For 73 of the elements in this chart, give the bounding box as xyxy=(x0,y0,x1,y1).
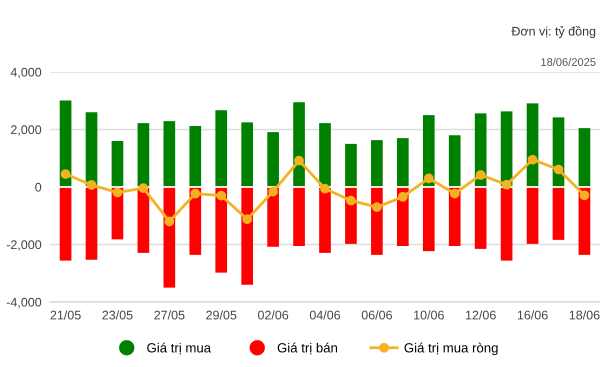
bar xyxy=(500,187,512,261)
bar xyxy=(500,111,512,187)
bar xyxy=(86,187,98,260)
bar xyxy=(319,187,331,253)
bar xyxy=(371,140,383,187)
x-tick-label: 06/06 xyxy=(362,310,392,320)
x-tick-label: 04/06 xyxy=(310,310,340,320)
point xyxy=(424,174,434,184)
y-tick-label: 4,000 xyxy=(10,68,42,78)
bar xyxy=(474,113,486,187)
bar xyxy=(215,187,228,273)
bar xyxy=(422,187,435,252)
bar xyxy=(215,110,228,187)
point xyxy=(138,183,148,194)
bar xyxy=(474,187,486,249)
legend-label: Giá trị mua xyxy=(147,342,212,354)
bar xyxy=(267,132,279,187)
chart-subtitle: Đơn vị: tỷ đồng xyxy=(511,26,596,38)
x-tick-label: 18/06 xyxy=(570,310,600,320)
bar xyxy=(60,100,72,187)
x-tick-label: 12/06 xyxy=(466,310,496,320)
x-tick-label: 02/06 xyxy=(258,310,288,320)
y-tick-label: 0 xyxy=(35,182,42,192)
x-tick-label: 29/05 xyxy=(206,310,236,320)
y-tick-label: 2,000 xyxy=(11,125,42,136)
legend-label: Giá trị bán xyxy=(278,342,338,354)
bar xyxy=(164,187,176,288)
bar xyxy=(293,187,305,246)
legend-label: Giá trị mua ròng xyxy=(404,342,498,356)
bar xyxy=(345,144,357,187)
x-tick-label: 23/05 xyxy=(102,310,133,320)
bar xyxy=(578,128,590,187)
point xyxy=(190,188,200,198)
point xyxy=(398,192,408,202)
point xyxy=(242,214,252,224)
x-tick-label: 16/06 xyxy=(518,310,548,320)
point xyxy=(294,156,304,166)
text: 18/06/2025 xyxy=(541,58,596,66)
bar xyxy=(164,121,176,187)
y-tick-label: -4,000 xyxy=(6,298,42,308)
bar xyxy=(526,103,538,187)
x-tick-label: 21/05 xyxy=(50,310,81,320)
bar xyxy=(112,141,124,187)
point xyxy=(372,202,382,212)
y-tick-label: -2,000 xyxy=(6,240,42,251)
point xyxy=(86,180,96,190)
bar xyxy=(526,187,538,244)
bar xyxy=(138,187,150,253)
bar xyxy=(319,123,331,187)
bar xyxy=(552,187,564,240)
bar xyxy=(189,126,202,187)
bar xyxy=(60,187,72,261)
bar xyxy=(241,187,254,285)
point xyxy=(164,216,174,226)
bar xyxy=(448,135,461,187)
x-tick-label: 10/06 xyxy=(414,310,444,320)
point xyxy=(554,164,564,174)
point xyxy=(320,184,330,194)
point xyxy=(268,186,278,196)
x-tick-label: 27/05 xyxy=(154,310,184,320)
point xyxy=(476,170,486,180)
bar xyxy=(138,123,150,187)
point xyxy=(112,188,122,198)
bar xyxy=(396,138,409,187)
bar xyxy=(241,122,254,187)
point xyxy=(502,180,512,190)
point xyxy=(450,188,460,198)
point xyxy=(216,190,226,200)
point xyxy=(528,154,538,165)
bar xyxy=(86,112,98,187)
point xyxy=(346,196,356,206)
point xyxy=(60,169,70,179)
point xyxy=(580,190,590,200)
